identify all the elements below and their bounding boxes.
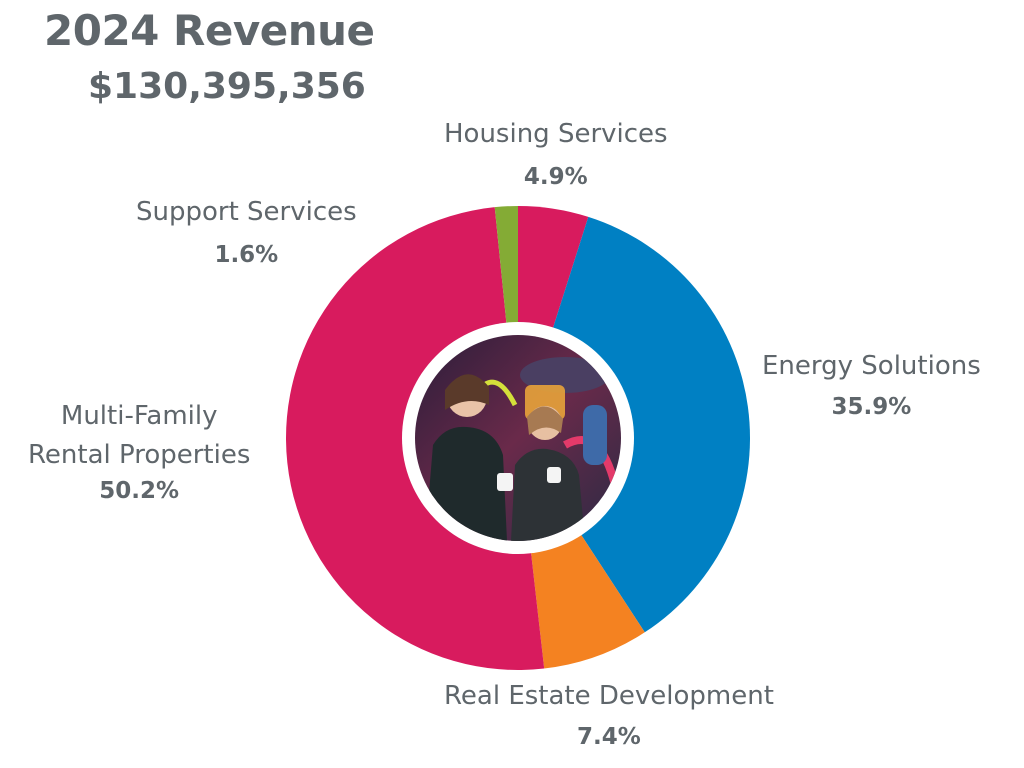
energy-solutions-pct: 35.9% [831,393,912,420]
real-estate-development-pct: 7.4% [577,723,641,750]
label-energy-solutions: Energy Solutions 35.9% [762,350,981,421]
center-photo [415,335,621,541]
slice-energy-solutions [518,216,750,633]
label-multi-family: Multi-Family Rental Properties 50.2% [28,400,250,506]
label-housing-services: Housing Services 4.9% [444,118,668,191]
real-estate-development-name: Real Estate Development [444,681,774,711]
chart-title: 2024 Revenue [44,6,375,55]
housing-services-pct: 4.9% [523,163,588,190]
revenue-total: $130,395,356 [88,66,366,107]
energy-solutions-name: Energy Solutions [762,351,981,381]
label-real-estate-development: Real Estate Development 7.4% [444,680,774,751]
multi-family-name-line1: Multi-Family [60,401,218,431]
people-photo-icon [415,335,621,541]
housing-services-name: Housing Services [444,119,668,149]
support-services-name: Support Services [136,197,357,227]
label-support-services: Support Services 1.6% [136,196,357,269]
multi-family-name-line2: Rental Properties [28,439,251,470]
support-services-pct: 1.6% [214,241,279,268]
multi-family-pct: 50.2% [99,478,180,504]
